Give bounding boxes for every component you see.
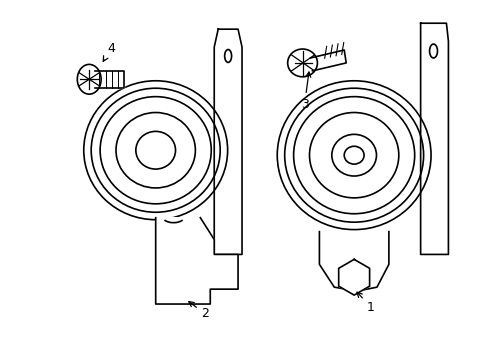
Ellipse shape [287,49,317,77]
Polygon shape [95,71,123,88]
Polygon shape [338,260,369,295]
Ellipse shape [77,64,101,94]
Polygon shape [319,231,388,291]
Polygon shape [310,50,346,71]
Polygon shape [420,23,447,255]
Polygon shape [214,29,242,255]
Ellipse shape [277,81,430,230]
Ellipse shape [83,81,227,220]
Text: 4: 4 [103,41,115,61]
Ellipse shape [224,50,231,62]
Ellipse shape [344,146,364,164]
Text: 2: 2 [188,302,209,320]
Ellipse shape [428,44,437,58]
Polygon shape [155,218,238,304]
Text: 1: 1 [356,292,374,314]
Text: 3: 3 [300,72,310,111]
